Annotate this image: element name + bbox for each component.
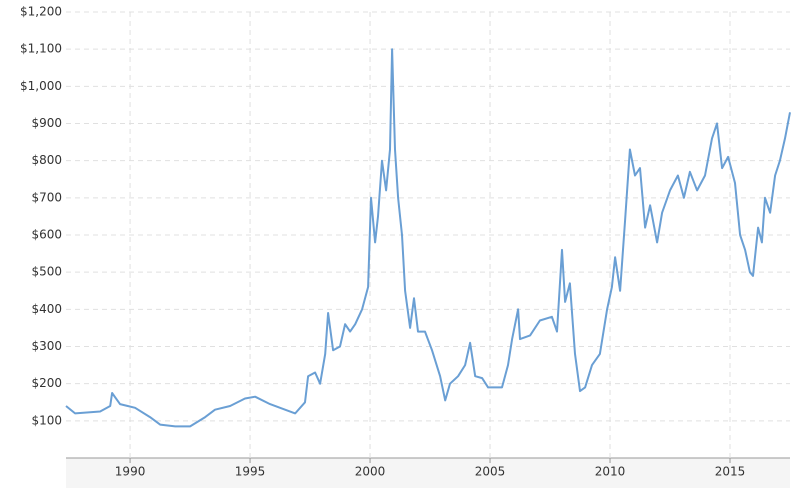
y-tick-label: $1,200: [20, 5, 62, 19]
y-tick-label: $900: [31, 116, 62, 130]
x-tick-label: 1990: [115, 465, 146, 479]
y-tick-label: $1,000: [20, 79, 62, 93]
y-tick-label: $600: [31, 228, 62, 242]
x-tick-label: 2005: [475, 465, 506, 479]
x-tick-label: 2015: [715, 465, 746, 479]
y-tick-label: $400: [31, 302, 62, 316]
x-tick-label: 1995: [235, 465, 266, 479]
y-tick-label: $100: [31, 413, 62, 427]
y-tick-label: $200: [31, 376, 62, 390]
y-tick-label: $300: [31, 339, 62, 353]
y-tick-label: $500: [31, 265, 62, 279]
x-tick-label: 2000: [355, 465, 386, 479]
y-tick-label: $700: [31, 190, 62, 204]
x-tick-label: 2010: [595, 465, 626, 479]
price-line: [65, 48, 791, 428]
y-tick-label: $800: [31, 153, 62, 167]
x-axis-band: [66, 458, 790, 488]
y-tick-label: $1,100: [20, 42, 62, 56]
